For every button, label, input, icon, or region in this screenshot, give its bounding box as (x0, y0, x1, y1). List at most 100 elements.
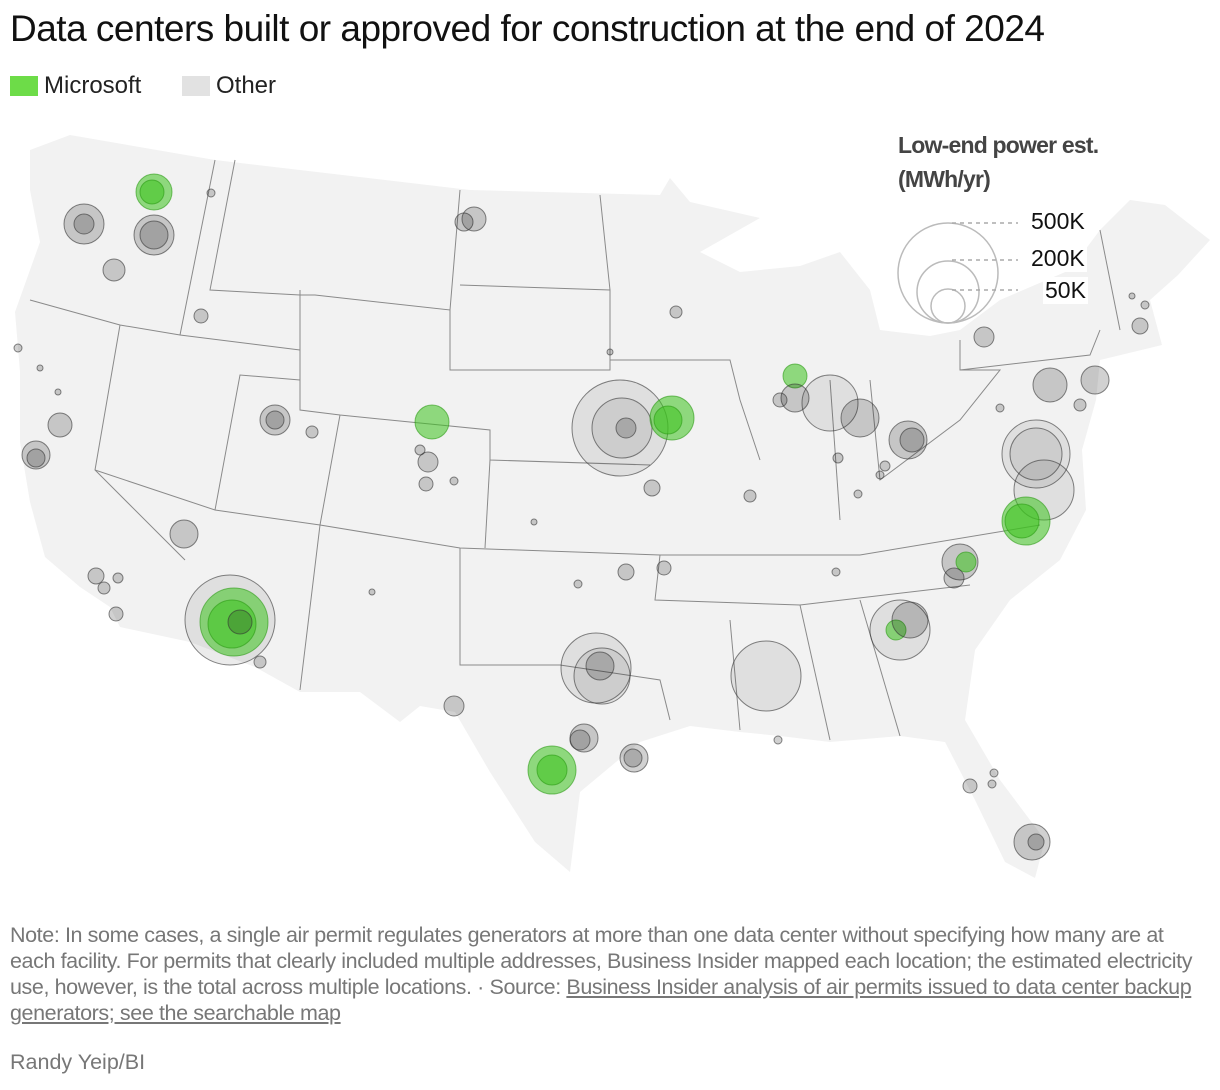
microsoft-data-center-bubble (1004, 503, 1040, 539)
other-data-center-bubble (1073, 398, 1087, 412)
microsoft-data-center-bubble (414, 404, 450, 440)
other-data-center-bubble (606, 348, 614, 356)
us-outline (15, 135, 1210, 878)
other-data-center-bubble (1140, 300, 1150, 310)
size-legend-title-line1: Low-end power est. (898, 132, 1099, 158)
other-data-center-bubble (227, 609, 253, 635)
other-data-center-bubble (585, 651, 615, 681)
microsoft-swatch (10, 76, 38, 96)
note: Note: In some cases, a single air permit… (10, 922, 1200, 1026)
other-data-center-bubble (1001, 419, 1071, 489)
other-data-center-bubble (573, 579, 583, 589)
other-data-center-bubble (832, 452, 844, 464)
other-data-center-bubble (1080, 365, 1110, 395)
other-data-center-bubble (899, 427, 925, 453)
size-legend-title-line2: (MWh/yr) (898, 166, 991, 192)
microsoft-data-center-bubble (782, 363, 808, 389)
size-label-500k: 500K (1029, 208, 1087, 235)
other-data-center-bubble (891, 601, 929, 639)
other-data-center-bubble (1013, 823, 1051, 861)
size-label-200k: 200K (1029, 245, 1087, 272)
other-data-center-bubble (730, 640, 802, 712)
microsoft-data-center-bubble (955, 551, 977, 573)
other-data-center-bubble (669, 305, 683, 319)
microsoft-data-center-bubble (139, 179, 165, 205)
bubbles (13, 173, 1150, 861)
other-data-center-bubble (87, 567, 105, 585)
other-data-center-bubble (1009, 427, 1063, 481)
other-data-center-bubble (643, 479, 661, 497)
other-data-center-bubble (530, 518, 538, 526)
other-data-center-bubble (112, 572, 124, 584)
other-data-center-bubble (443, 695, 465, 717)
legend-microsoft: Microsoft (10, 72, 141, 100)
other-data-center-bubble (108, 606, 124, 622)
legend-other: Other (182, 72, 276, 100)
other-data-center-bubble (888, 420, 928, 460)
chart-title: Data centers built or approved for const… (10, 8, 1045, 49)
other-data-center-bubble (617, 563, 635, 581)
other-data-center-bubble (801, 374, 859, 432)
other-data-center-bubble (1027, 833, 1045, 851)
size-label-50k: 50K (1043, 277, 1088, 304)
other-data-center-bubble (36, 364, 44, 372)
other-data-center-bubble (879, 460, 891, 472)
other-data-center-bubble (962, 778, 978, 794)
state-borders (29, 159, 1121, 741)
other-data-center-bubble (772, 392, 788, 408)
other-data-center-bubble (987, 779, 997, 789)
other-data-center-bubble (259, 404, 291, 436)
other-swatch (182, 76, 210, 96)
other-data-center-bubble (973, 326, 995, 348)
other-data-center-bubble (253, 655, 267, 669)
credit: Randy Yeip/BI (10, 1050, 146, 1074)
other-data-center-bubble (102, 258, 126, 282)
other-data-center-bubble (615, 417, 637, 439)
microsoft-data-center-bubble (536, 754, 568, 786)
other-data-center-bubble (840, 398, 880, 438)
other-data-center-bubble (305, 425, 319, 439)
other-data-center-bubble (13, 343, 23, 353)
other-data-center-bubble (417, 451, 439, 473)
other-data-center-bubble (54, 388, 62, 396)
microsoft-data-center-bubble (885, 619, 907, 641)
legend-label: Microsoft (44, 72, 142, 99)
other-data-center-bubble (1131, 317, 1149, 335)
other-data-center-bubble (414, 444, 426, 456)
other-data-center-bubble (875, 470, 885, 480)
other-data-center-bubble (1128, 292, 1136, 300)
other-data-center-bubble (73, 213, 95, 235)
note-text: Note: In some cases, a single air permit… (10, 923, 1193, 999)
other-data-center-bubble (943, 567, 965, 589)
us-map (13, 135, 1210, 878)
microsoft-data-center-bubble (207, 599, 257, 649)
other-data-center-bubble (743, 489, 757, 503)
other-data-center-bubble (139, 220, 169, 250)
other-data-center-bubble (853, 489, 863, 499)
other-data-center-bubble (623, 748, 643, 768)
source-link[interactable]: Business Insider analysis of air permits… (10, 975, 1192, 1025)
other-data-center-bubble (206, 188, 216, 198)
other-data-center-bubble (569, 729, 591, 751)
other-data-center-bubble (418, 476, 434, 492)
other-data-center-bubble (831, 567, 841, 577)
other-data-center-bubble (449, 476, 459, 486)
other-data-center-bubble (169, 519, 199, 549)
other-data-center-bubble (989, 768, 999, 778)
other-data-center-bubble (26, 448, 46, 468)
other-data-center-bubble (656, 560, 672, 576)
other-data-center-bubble (773, 735, 783, 745)
other-data-center-bubble (995, 403, 1005, 413)
other-data-center-bubble (21, 440, 51, 470)
size-legend-circles (897, 222, 1018, 324)
other-data-center-bubble (573, 647, 631, 705)
other-data-center-bubble (265, 410, 285, 430)
other-data-center-bubble (461, 206, 487, 232)
size-legend-title: Low-end power est. (MWh/yr) (898, 128, 1099, 196)
other-data-center-bubble (47, 412, 73, 438)
other-data-center-bubble (1032, 367, 1068, 403)
other-data-center-bubble (97, 581, 111, 595)
legend-label: Other (216, 72, 277, 99)
other-data-center-bubble (63, 203, 105, 245)
other-data-center-bubble (193, 308, 209, 324)
